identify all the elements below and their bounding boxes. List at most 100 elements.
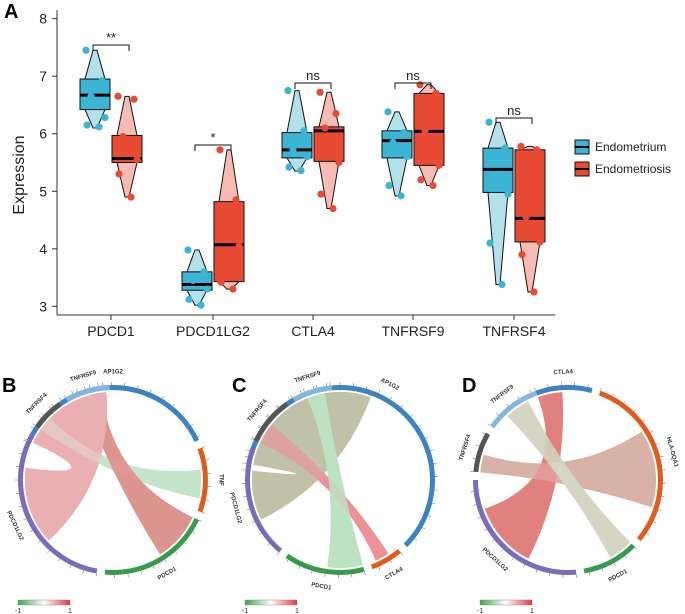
scale-max-label: 1	[68, 608, 72, 614]
sector-tick	[661, 496, 665, 498]
box-group	[213, 146, 245, 293]
data-point	[185, 295, 193, 304]
sector-tick	[658, 509, 662, 511]
data-point	[83, 121, 91, 129]
sector-tick	[202, 512, 206, 514]
chord-link	[484, 392, 564, 559]
y-tick-label: 7	[39, 68, 47, 84]
sector-tick	[534, 387, 536, 391]
chord-links	[25, 392, 202, 555]
significance-bracket	[194, 144, 232, 151]
sector-tick	[243, 496, 247, 498]
sector-tick	[175, 551, 178, 555]
sector-label: TNF	[217, 474, 223, 486]
chord-sector	[245, 447, 283, 553]
sector-tick	[660, 456, 664, 458]
sector-tick	[244, 456, 248, 458]
sector-tick	[164, 559, 167, 563]
chord-sector	[197, 447, 209, 513]
x-tick-label: TNFRSF4	[483, 323, 546, 339]
box-group	[79, 46, 111, 131]
sector-tick	[32, 423, 36, 426]
scale-min-label: -1	[15, 608, 21, 614]
y-tick-label: 3	[39, 298, 47, 314]
sector-tick	[258, 532, 262, 536]
significance-bracket	[495, 117, 533, 124]
chord-link	[25, 392, 107, 541]
sector-tick	[184, 542, 188, 545]
sector-tick	[365, 385, 368, 389]
sector-label: TNFRSF4	[247, 398, 269, 423]
sector-tick	[23, 518, 27, 521]
sector-tick	[589, 572, 591, 576]
x-tick-label: CTLA4	[291, 323, 335, 339]
sector-tick	[298, 565, 301, 569]
sector-tick	[422, 527, 425, 530]
significance-label: ns	[406, 68, 420, 83]
sector-tick	[653, 521, 657, 524]
box-group	[281, 86, 313, 175]
chord-sector	[246, 385, 435, 548]
data-point	[316, 88, 324, 96]
sector-tick	[483, 528, 487, 531]
sector-tick	[477, 516, 481, 519]
sector-tick	[476, 444, 480, 447]
scale-max-label: 1	[295, 608, 299, 614]
sector-tick	[425, 436, 429, 439]
sector-tick	[414, 538, 418, 541]
sector-tick	[251, 438, 255, 441]
sector-tick	[275, 405, 278, 409]
data-point	[517, 142, 525, 150]
y-axis-title: Expression	[11, 135, 28, 214]
panel-b-chord: B AP1G2 TNF PDCD1 PDCD1LG2 TNFRSF4 TNFRSF9 -1 1	[2, 370, 223, 614]
data-point	[389, 138, 397, 146]
sector-tick	[205, 499, 209, 501]
sector-tick	[149, 389, 152, 393]
legend: Endometrium Endometriosis	[574, 139, 671, 177]
color-scale-bar	[244, 599, 298, 606]
sector-tick	[82, 570, 84, 574]
scale-max-label: 1	[530, 608, 534, 614]
sector-tick	[364, 571, 366, 575]
sector-tick	[511, 557, 514, 561]
data-point	[429, 181, 437, 190]
sector-label: PDCD1	[157, 566, 178, 582]
data-point	[400, 128, 408, 137]
sector-tick	[246, 509, 250, 511]
sector-tick	[257, 426, 261, 429]
chord-link	[507, 401, 631, 558]
box-group	[482, 118, 514, 289]
sector-tick	[38, 415, 42, 418]
data-point	[501, 144, 509, 152]
sector-tick	[152, 565, 155, 569]
sector-tick	[601, 568, 604, 572]
chord-link	[260, 424, 389, 561]
data-point	[87, 92, 95, 100]
sector-tick	[161, 395, 164, 399]
data-point	[536, 238, 544, 246]
sector-tick	[633, 409, 637, 412]
data-point	[518, 250, 526, 259]
data-point	[95, 123, 103, 131]
data-point	[232, 196, 240, 204]
panel-c-chord: C AP1G2 CTLA4 PDCD1 PDCD1LG2 TNFRSF4 TNFRSF9 -…	[228, 370, 438, 614]
data-point	[490, 173, 498, 181]
sector-tick	[192, 531, 196, 534]
sector-tick	[251, 521, 255, 524]
data-point	[522, 213, 530, 221]
sector-tick	[190, 423, 194, 426]
box-group	[111, 92, 143, 201]
sector-tick	[529, 389, 532, 393]
sector-label: PDCD1LG2	[481, 547, 509, 573]
sector-tick	[624, 555, 628, 559]
y-tick-label: 5	[39, 183, 47, 199]
chord-sector	[65, 385, 110, 403]
significance-bracket	[294, 82, 332, 89]
sector-tick	[535, 569, 538, 573]
significance-label: *	[210, 130, 215, 145]
sector-tick	[198, 519, 202, 522]
panel-a-label: A	[4, 1, 18, 23]
sector-tick	[197, 435, 201, 438]
sector-tick	[267, 414, 270, 417]
